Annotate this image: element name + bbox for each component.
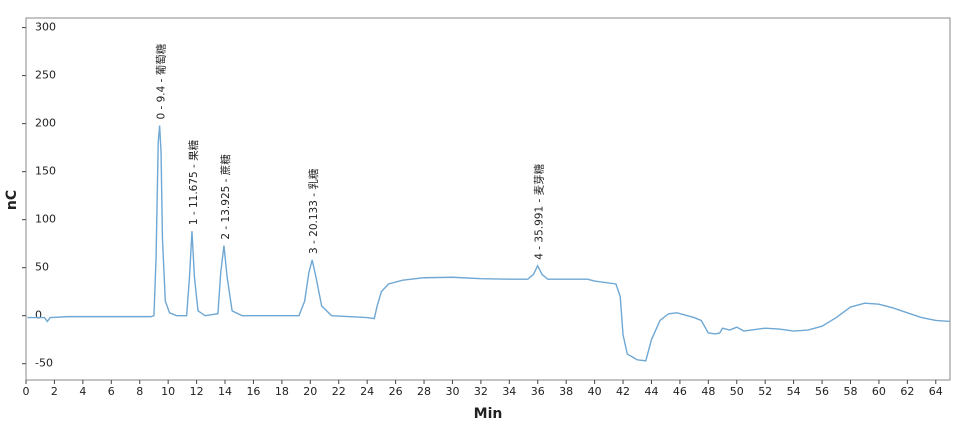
x-tick-label: 58 <box>843 385 857 398</box>
y-tick-label: 200 <box>35 117 56 130</box>
x-tick-label: 44 <box>644 385 658 398</box>
y-tick-label: 150 <box>35 165 56 178</box>
x-tick-label: 16 <box>246 385 260 398</box>
x-tick-label: 50 <box>730 385 744 398</box>
x-tick-label: 36 <box>531 385 545 398</box>
y-tick-label: 300 <box>35 21 56 34</box>
x-tick-label: 14 <box>218 385 232 398</box>
signal-line <box>27 125 951 362</box>
x-tick-label: 26 <box>389 385 403 398</box>
y-tick-label: 50 <box>35 261 49 274</box>
x-tick-label: 0 <box>23 385 30 398</box>
x-tick-label: 22 <box>332 385 346 398</box>
x-tick-label: 20 <box>303 385 317 398</box>
x-tick-label: 56 <box>815 385 829 398</box>
y-tick-label: 100 <box>35 213 56 226</box>
x-tick-label: 42 <box>616 385 630 398</box>
x-axis-label: Min <box>474 406 503 422</box>
x-tick-label: 60 <box>872 385 886 398</box>
x-tick-label: 38 <box>559 385 573 398</box>
plot-frame <box>25 17 951 381</box>
x-tick-label: 2 <box>51 385 58 398</box>
y-tick-label: -50 <box>35 357 53 370</box>
x-tick-label: 52 <box>758 385 772 398</box>
x-tick-label: 4 <box>79 385 86 398</box>
y-tick-label: 250 <box>35 69 56 82</box>
x-tick-label: 24 <box>360 385 374 398</box>
x-tick-label: 6 <box>108 385 115 398</box>
y-tick-label: 0 <box>35 309 42 322</box>
x-tick-label: 46 <box>673 385 687 398</box>
peak-label: 1 - 11.675 - 果糖 <box>187 139 200 225</box>
x-tick-label: 34 <box>502 385 516 398</box>
x-tick-label: 8 <box>136 385 143 398</box>
x-tick-label: 64 <box>929 385 943 398</box>
x-tick-label: 30 <box>445 385 459 398</box>
peak-label: 2 - 13.925 - 蔗糖 <box>219 154 232 240</box>
peak-label: 4 - 35.991 - 麦芽糖 <box>533 163 546 259</box>
x-tick-label: 48 <box>701 385 715 398</box>
x-tick-label: 40 <box>588 385 602 398</box>
x-tick-label: 54 <box>787 385 801 398</box>
y-axis-label: nC <box>4 190 20 210</box>
x-tick-label: 32 <box>474 385 488 398</box>
x-tick-label: 10 <box>161 385 175 398</box>
x-tick-label: 12 <box>190 385 204 398</box>
peak-label: 3 - 20.133 - 乳糖 <box>307 168 320 254</box>
x-tick-label: 18 <box>275 385 289 398</box>
x-tick-label: 62 <box>900 385 914 398</box>
peak-label: 0 - 9.4 - 葡萄糖 <box>155 43 168 119</box>
x-tick-label: 28 <box>417 385 431 398</box>
